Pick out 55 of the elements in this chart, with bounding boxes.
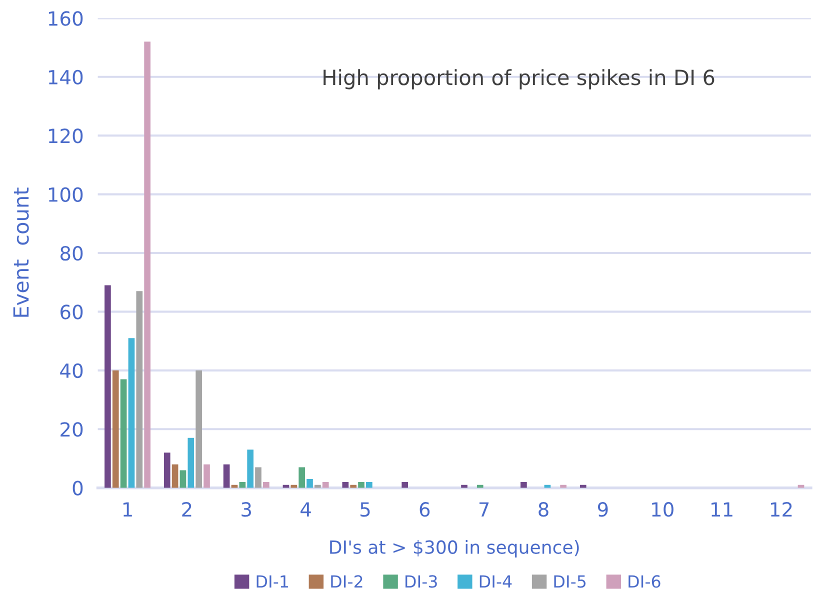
y-tick-label: 60	[60, 304, 83, 320]
bar	[520, 482, 527, 488]
x-tick-label: 8	[538, 502, 548, 517]
bar	[223, 464, 230, 488]
bar	[358, 482, 364, 488]
bar	[144, 42, 150, 488]
y-tick-label: 0	[72, 480, 83, 496]
bar	[164, 452, 170, 488]
legend-label: DI-5	[554, 575, 586, 588]
x-tick-label: 3	[242, 502, 251, 517]
bar	[366, 482, 372, 488]
x-tick-label: 10	[652, 502, 674, 517]
bar	[120, 379, 127, 488]
bar	[255, 467, 262, 488]
legend-label: DI-1	[256, 575, 288, 588]
y-tick-label: 160	[48, 11, 83, 26]
bar	[402, 482, 408, 488]
legend-label: DI-6	[628, 575, 660, 588]
bar	[188, 438, 194, 488]
bar	[112, 370, 119, 488]
legend-label: DI-2	[331, 575, 362, 588]
y-tick-label: 100	[48, 187, 83, 202]
y-tick-label: 140	[48, 70, 83, 85]
x-tick-label: 12	[770, 502, 792, 516]
x-tick-label: 7	[479, 502, 489, 516]
y-tick-label: 40	[60, 363, 83, 378]
bar	[172, 464, 178, 488]
bar	[247, 450, 254, 488]
x-tick-label: 11	[712, 502, 732, 516]
bar	[298, 467, 305, 488]
bar	[322, 482, 329, 488]
bar	[263, 482, 270, 488]
bar	[180, 470, 186, 488]
bar	[204, 464, 210, 488]
bar	[136, 291, 143, 488]
x-tick-label: 6	[420, 502, 430, 517]
legend-label: DI-3	[406, 575, 437, 588]
bar	[128, 338, 135, 488]
x-tick-label: 9	[598, 502, 608, 517]
x-tick-label: 1	[123, 502, 132, 516]
bar	[196, 370, 202, 488]
x-axis-title: DI's at > $300 in sequence)	[330, 540, 579, 558]
annotation: High proportion of price spikes in DI 6	[324, 69, 714, 90]
y-tick-label: 80	[60, 246, 83, 261]
bar	[104, 285, 111, 488]
bar	[306, 479, 313, 488]
legend-label: DI-4	[480, 575, 512, 588]
bar	[342, 482, 349, 488]
x-tick-label: 5	[360, 502, 370, 517]
x-tick-label: 2	[182, 502, 192, 516]
bar	[239, 482, 246, 488]
y-axis-title: Event count	[13, 188, 29, 317]
x-tick-label: 4	[300, 502, 311, 516]
y-tick-label: 20	[60, 422, 83, 437]
y-tick-label: 120	[48, 128, 83, 144]
